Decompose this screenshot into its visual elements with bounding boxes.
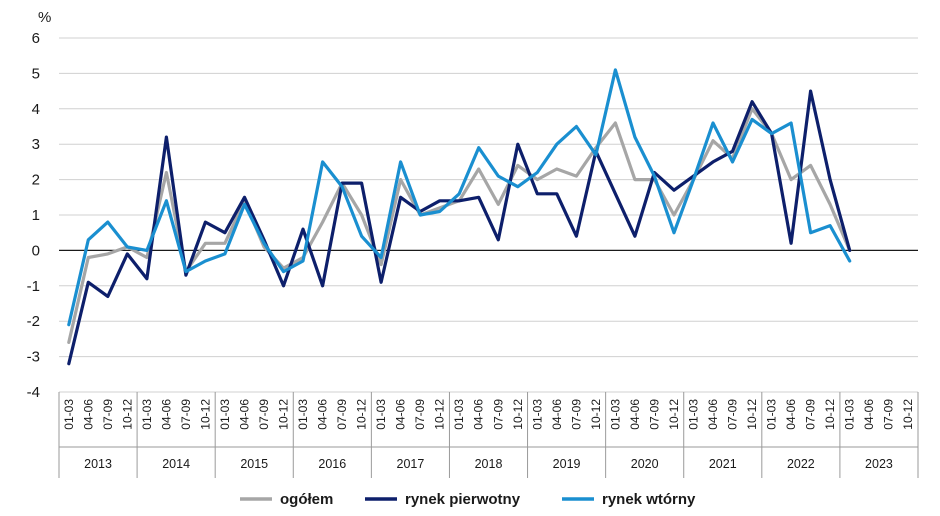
x-tick-label: 10-12	[589, 399, 603, 430]
x-tick-label: 07-09	[413, 399, 427, 430]
x-tick-label: 04-06	[316, 399, 330, 430]
x-tick-label: 04-06	[394, 399, 408, 430]
y-tick-label: -3	[27, 349, 40, 366]
y-tick-label: 5	[32, 65, 40, 82]
x-tick-label: 01-03	[218, 399, 232, 430]
x-tick-label: 07-09	[726, 399, 740, 430]
x-tick-label: 10-12	[433, 399, 447, 430]
x-tick-label: 10-12	[120, 399, 134, 430]
x-tick-label: 01-03	[62, 399, 76, 430]
x-tick-label: 01-03	[530, 399, 544, 430]
x-tick-label: 07-09	[335, 399, 349, 430]
series-line-2	[67, 68, 852, 327]
x-tick-label: 10-12	[198, 399, 212, 430]
x-tick-label: 07-09	[647, 399, 661, 430]
y-tick-label: 0	[32, 242, 40, 259]
year-label: 2019	[553, 457, 581, 471]
x-tick-label: 10-12	[901, 399, 915, 430]
x-tick-label: 07-09	[101, 399, 115, 430]
x-tick-label: 10-12	[667, 399, 681, 430]
y-tick-label: 3	[32, 136, 40, 153]
y-tick-label: 2	[32, 172, 40, 189]
x-tick-label: 07-09	[257, 399, 271, 430]
x-tick-label: 04-06	[81, 399, 95, 430]
x-tick-label: 04-06	[706, 399, 720, 430]
x-tick-label: 04-06	[550, 399, 564, 430]
year-label: 2017	[397, 457, 425, 471]
y-tick-label: 6	[32, 30, 40, 47]
series-line-1	[67, 89, 852, 366]
y-tick-label: 1	[32, 207, 40, 224]
year-label: 2023	[865, 457, 893, 471]
year-label: 2021	[709, 457, 737, 471]
x-tick-label: 01-03	[765, 399, 779, 430]
x-tick-label: 10-12	[355, 399, 369, 430]
x-tick-label: 07-09	[882, 399, 896, 430]
y-tick-label: -1	[27, 278, 40, 295]
x-axis: 01-03 04-06 07-09 10-12 01-03 04-06 07-09 10-12…	[58, 392, 919, 478]
x-tick-label: 07-09	[491, 399, 505, 430]
legend-label: rynek pierwotny	[405, 491, 521, 508]
x-tick-label: 04-06	[862, 399, 876, 430]
x-tick-label: 01-03	[374, 399, 388, 430]
y-tick-label: 4	[32, 101, 40, 118]
x-tick-label: 01-03	[843, 399, 857, 430]
x-tick-label: 07-09	[569, 399, 583, 430]
x-tick-label: 07-09	[179, 399, 193, 430]
x-tick-label: 07-09	[804, 399, 818, 430]
x-tick-label: 01-03	[686, 399, 700, 430]
y-tick-label: -4	[27, 384, 40, 401]
x-tick-label: 10-12	[277, 399, 291, 430]
y-axis-ticks: -4 -3 -2 -1 0 1 2 3 4 5 6	[27, 30, 40, 401]
year-label: 2015	[240, 457, 268, 471]
year-label: 2020	[631, 457, 659, 471]
x-tick-label: 01-03	[452, 399, 466, 430]
y-axis-label: %	[38, 9, 51, 26]
legend-label: rynek wtórny	[602, 491, 696, 508]
x-tick-label: 04-06	[628, 399, 642, 430]
x-tick-label: 01-03	[608, 399, 622, 430]
x-tick-label: 10-12	[745, 399, 759, 430]
year-label: 2013	[84, 457, 112, 471]
y-tick-label: -2	[27, 313, 40, 330]
x-tick-label: 04-06	[472, 399, 486, 430]
x-tick-label: 01-03	[140, 399, 154, 430]
year-label: 2016	[318, 457, 346, 471]
x-tick-label: 10-12	[823, 399, 837, 430]
year-label: 2014	[162, 457, 190, 471]
x-tick-label: 04-06	[237, 399, 251, 430]
legend: ogółem rynek pierwotny rynek wtórny	[240, 491, 696, 508]
x-tick-label: 10-12	[511, 399, 525, 430]
x-tick-label: 04-06	[784, 399, 798, 430]
x-tick-label: 01-03	[296, 399, 310, 430]
year-label: 2018	[475, 457, 503, 471]
series-lines	[67, 68, 852, 366]
legend-label: ogółem	[280, 491, 333, 508]
year-label: 2022	[787, 457, 815, 471]
x-tick-label: 04-06	[159, 399, 173, 430]
